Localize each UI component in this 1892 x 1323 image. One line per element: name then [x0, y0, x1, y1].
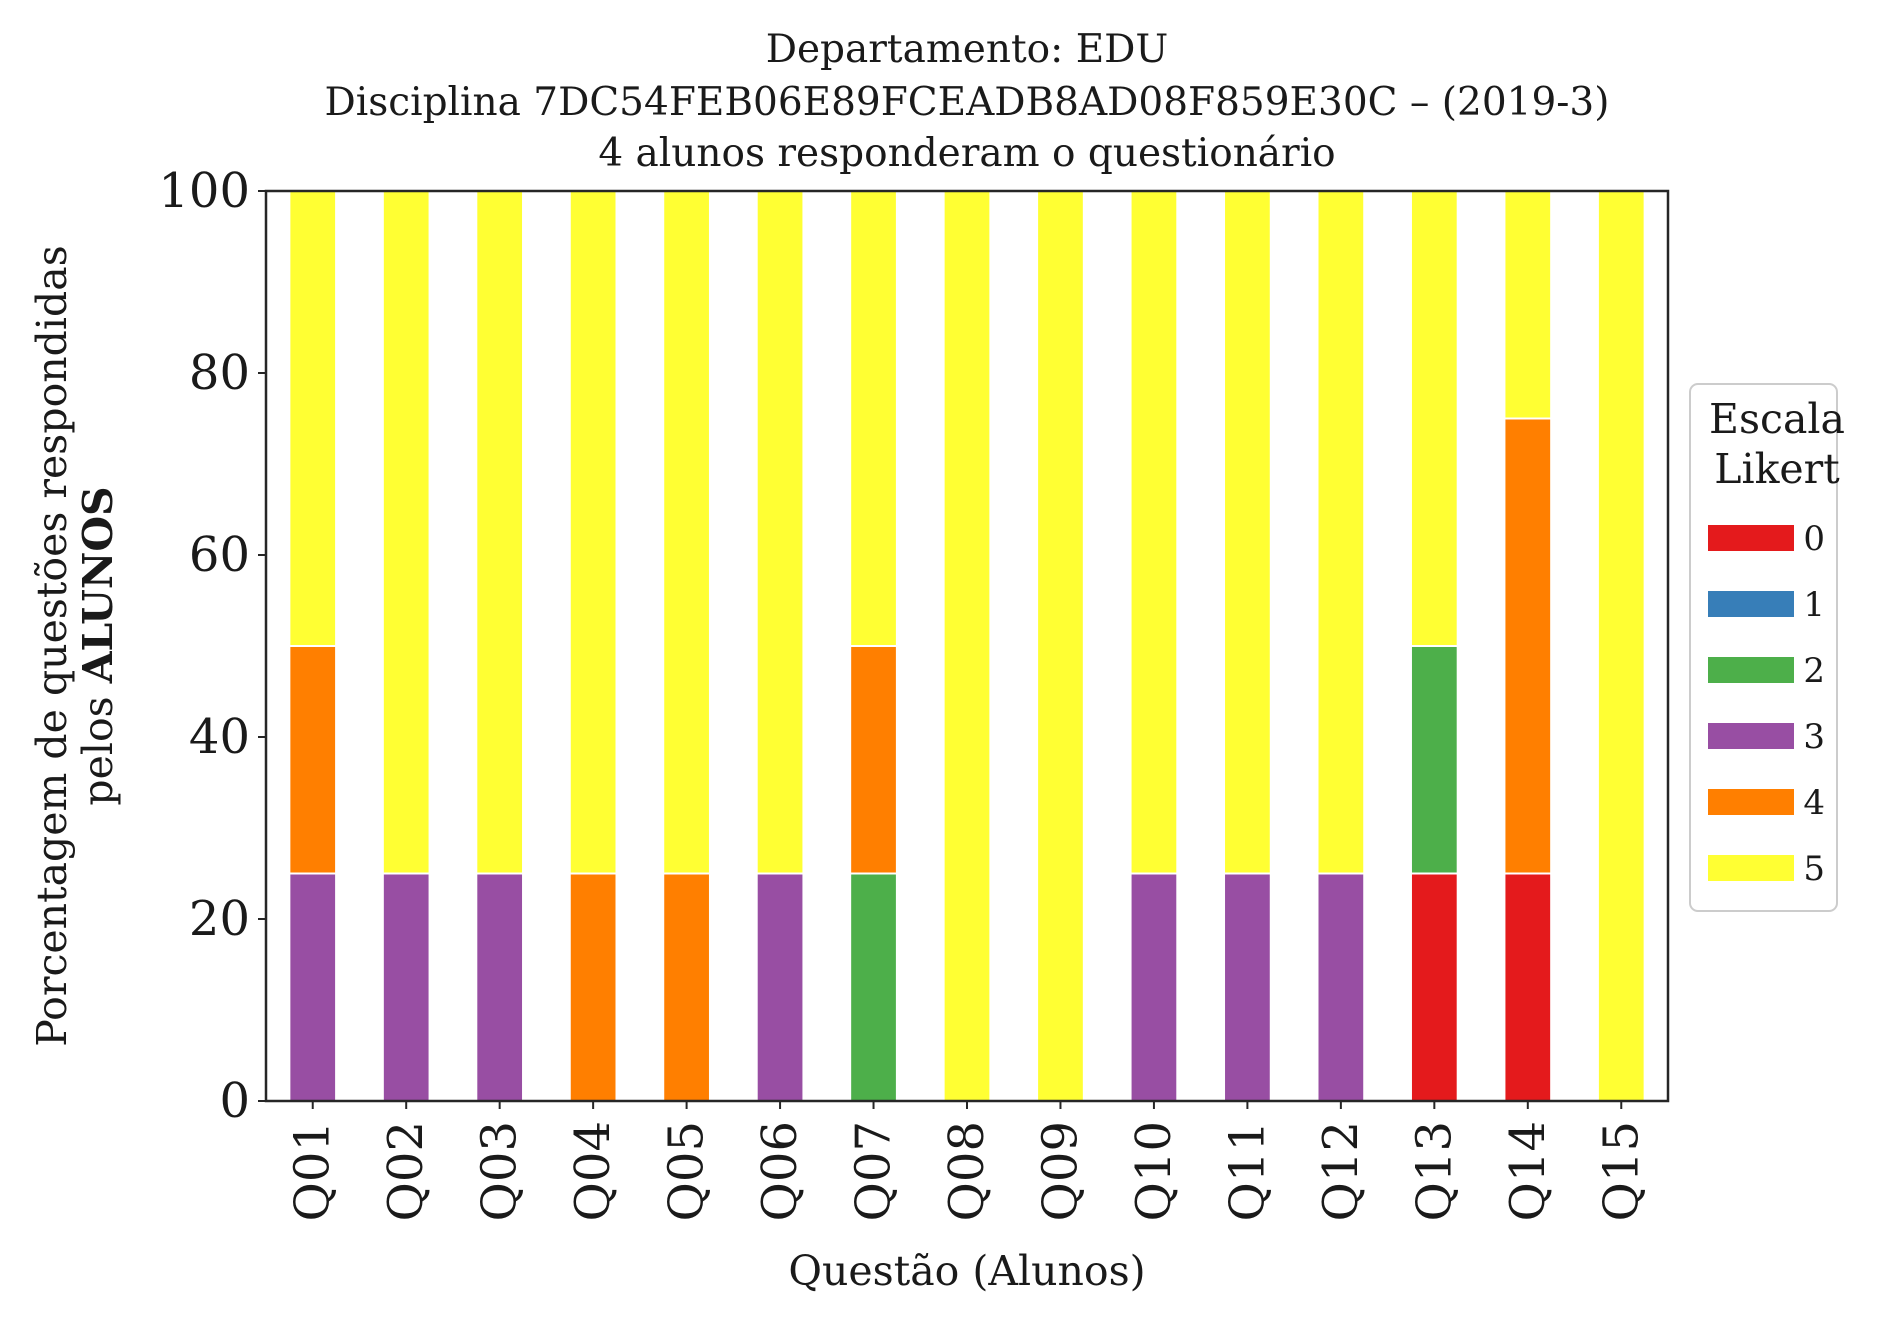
- bar-Q07-likert-5: [849, 190, 898, 647]
- bar-Q13-likert-0: [1409, 872, 1459, 1102]
- x-tick-label-Q15: Q15: [1593, 1121, 1649, 1221]
- bar-Q02-likert-3: [381, 872, 431, 1102]
- x-tick-label-Q08: Q08: [939, 1121, 995, 1221]
- y-axis-label-prefix: pelos: [74, 683, 122, 805]
- x-tick-label-Q03: Q03: [472, 1121, 528, 1221]
- x-tick-label-Q06: Q06: [752, 1121, 808, 1221]
- bar-Q09-likert-5: [1036, 190, 1085, 1102]
- y-axis-ticks: 0 20 40 60 80 100: [158, 163, 266, 1129]
- bar-Q12-likert-5: [1316, 190, 1366, 875]
- x-axis-ticks: Q01 Q02 Q03 Q04 Q05 Q06 Q07 Q08 Q09 Q10 Q11 Q12 Q13 Q…: [285, 1101, 1649, 1221]
- bar-Q02-likert-5: [381, 190, 431, 875]
- bar-Q05-likert-5: [662, 190, 711, 875]
- legend-label-4: 4: [1803, 783, 1825, 823]
- bar-Q14-likert-5: [1503, 190, 1553, 420]
- bars-layer: [288, 190, 1646, 1102]
- bar-Q13-likert-2: [1409, 645, 1459, 875]
- legend-swatch-1: [1708, 591, 1794, 617]
- bar-Q14-likert-4: [1503, 417, 1553, 875]
- x-tick-label-Q10: Q10: [1126, 1121, 1182, 1221]
- y-tick-label-60: 60: [189, 527, 250, 583]
- x-tick-label-Q12: Q12: [1313, 1121, 1369, 1221]
- bar-Q08-likert-5: [942, 190, 992, 1102]
- x-tick-label-Q14: Q14: [1500, 1121, 1556, 1221]
- bar-Q15-likert-5: [1596, 190, 1646, 1102]
- x-tick-label-Q09: Q09: [1032, 1121, 1088, 1221]
- legend-swatch-2: [1708, 657, 1794, 683]
- legend-swatch-3: [1708, 723, 1794, 749]
- y-axis-label: Porcentagem de questões respondidas pelo…: [28, 245, 122, 1047]
- y-tick-label-100: 100: [158, 163, 250, 219]
- bar-Q01-likert-3: [288, 872, 338, 1102]
- bar-Q12-likert-3: [1316, 872, 1366, 1102]
- bar-Q11-likert-3: [1223, 872, 1272, 1102]
- y-tick-label-0: 0: [219, 1073, 250, 1129]
- x-tick-label-Q05: Q05: [659, 1121, 715, 1221]
- y-tick-label-20: 20: [189, 891, 250, 947]
- legend-frame: [1689, 383, 1838, 912]
- bar-Q05-likert-4: [662, 872, 711, 1102]
- bar-Q10-likert-3: [1129, 872, 1179, 1102]
- x-tick-label-Q07: Q07: [846, 1121, 902, 1221]
- y-axis-label-line-2: pelos ALUNOS: [74, 486, 122, 805]
- bar-Q04-likert-5: [568, 190, 618, 875]
- legend-label-5: 5: [1803, 849, 1825, 889]
- y-axis-label-bold: ALUNOS: [74, 486, 122, 684]
- bar-Q06-likert-5: [755, 190, 805, 875]
- bar-Q01-likert-4: [288, 645, 338, 875]
- bar-Q04-likert-4: [568, 872, 618, 1102]
- x-tick-label-Q13: Q13: [1406, 1121, 1462, 1221]
- legend-label-2: 2: [1803, 651, 1825, 691]
- bar-Q13-likert-5: [1409, 190, 1459, 647]
- chart-title: Departamento: EDU Disciplina 7DC54FEB06E…: [325, 27, 1610, 176]
- bar-Q03-likert-3: [475, 872, 525, 1102]
- legend-swatch-4: [1708, 789, 1794, 815]
- bar-Q01-likert-5: [288, 190, 338, 647]
- plot-frame: [264, 189, 1670, 1103]
- legend-label-3: 3: [1803, 717, 1825, 757]
- legend-items: 0 1 2 3 4 5: [1708, 519, 1825, 889]
- legend-label-0: 0: [1803, 519, 1825, 559]
- y-axis-label-line-1: Porcentagem de questões respondidas: [28, 245, 76, 1047]
- bar-Q14-likert-0: [1503, 872, 1553, 1102]
- bar-Q03-likert-5: [475, 190, 525, 875]
- title-line-1: Departamento: EDU: [766, 27, 1169, 72]
- legend-title-line-1: Escala: [1709, 395, 1845, 443]
- x-axis-label: Questão (Alunos): [788, 1247, 1145, 1295]
- legend-swatch-5: [1708, 855, 1794, 881]
- y-tick-label-40: 40: [189, 709, 250, 765]
- bar-Q07-likert-2: [849, 872, 898, 1102]
- title-line-3: 4 alunos responderam o questionário: [598, 131, 1335, 176]
- legend-swatch-0: [1708, 525, 1794, 551]
- title-line-2: Disciplina 7DC54FEB06E89FCEADB8AD08F859E…: [325, 80, 1610, 125]
- legend-title-line-2: Likert: [1714, 445, 1840, 493]
- legend: Escala Likert 0 1 2 3 4 5: [1689, 383, 1845, 912]
- x-tick-label-Q11: Q11: [1219, 1121, 1275, 1221]
- bar-Q10-likert-5: [1129, 190, 1179, 875]
- legend-label-1: 1: [1803, 585, 1825, 625]
- y-tick-label-80: 80: [189, 345, 250, 401]
- x-tick-label-Q04: Q04: [565, 1121, 621, 1221]
- x-tick-label-Q01: Q01: [285, 1121, 341, 1221]
- bar-Q06-likert-3: [755, 872, 805, 1102]
- x-tick-label-Q02: Q02: [378, 1121, 434, 1221]
- bar-Q07-likert-4: [849, 645, 898, 875]
- bar-Q11-likert-5: [1223, 190, 1272, 875]
